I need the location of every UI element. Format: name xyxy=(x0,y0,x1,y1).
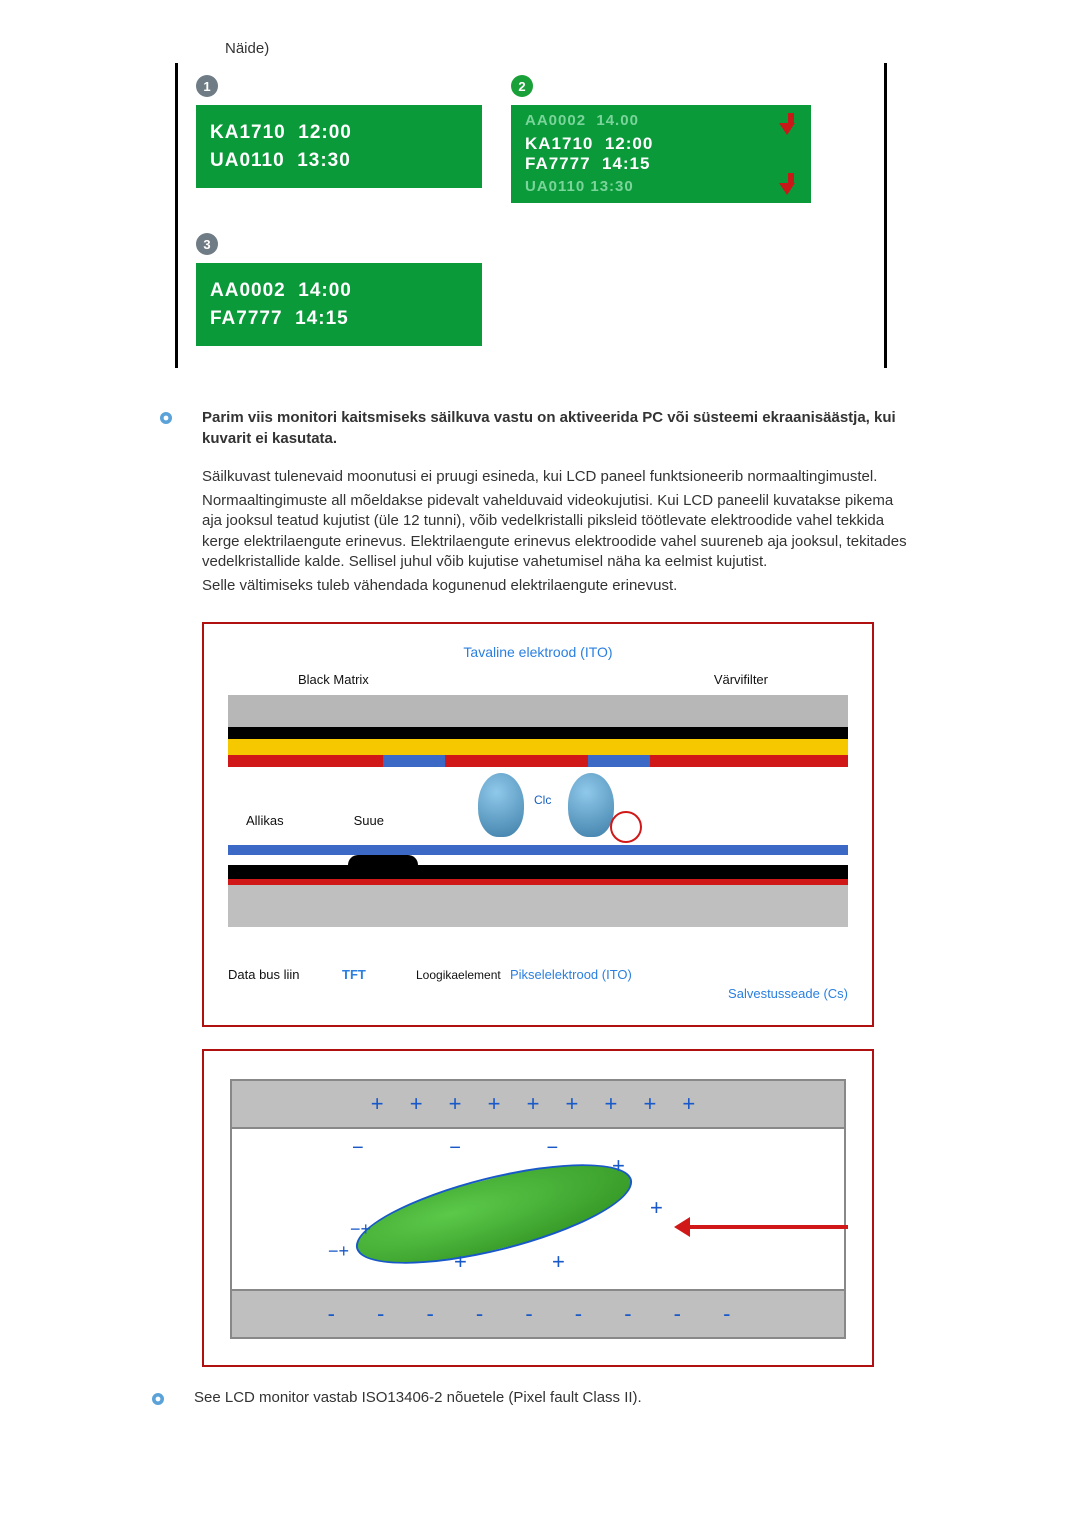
plus-sign: + xyxy=(454,1249,467,1275)
fig1-top-label: Tavaline elektrood (ITO) xyxy=(228,644,848,660)
arrow-up-icon xyxy=(779,113,803,135)
fig1-suue-label: Suue xyxy=(354,813,384,828)
liquid-crystal-icon xyxy=(568,773,614,837)
badge-2: 2 xyxy=(511,75,533,97)
minus-sign: −+ xyxy=(350,1219,371,1240)
lead-bullet: Parim viis monitori kaitsmiseks säilkuva… xyxy=(90,408,990,600)
fig1-clc-label: Clc xyxy=(534,793,551,807)
plus-sign: + xyxy=(552,1249,565,1275)
example-label: Näide) xyxy=(225,40,990,57)
fig1-pixelelec-label: Pikselelektrood (ITO) xyxy=(510,967,650,982)
bullet-icon xyxy=(158,410,182,426)
liquid-crystal-icon xyxy=(478,773,524,837)
highlight-circle-icon xyxy=(610,811,642,843)
example-cell-2: 2 AA0002 14.00 KA1710 12:00 FA7777 14:15… xyxy=(511,75,796,203)
fig1-storage-label: Salvestusseade (Cs) xyxy=(728,986,848,1001)
plates-gap: − − − + + + + −+ −+ xyxy=(230,1129,846,1289)
fig1-colorfilter-label: Värvifilter xyxy=(714,672,768,687)
fig1-allikas-label: Allikas xyxy=(246,813,284,828)
example-cell-1: 1 KA1710 12:00 UA0110 13:30 xyxy=(196,75,481,203)
body-text: Säilkuvast tulenevaid moonutusi ei pruug… xyxy=(202,467,910,597)
lead-text: Parim viis monitori kaitsmiseks säilkuva… xyxy=(202,408,910,449)
footer-bullet: See LCD monitor vastab ISO13406-2 nõuete… xyxy=(90,1389,990,1407)
body-p3: Selle vältimiseks tuleb vähendada kogune… xyxy=(202,576,910,596)
figure-lcd-crosssection: Tavaline elektrood (ITO) Black Matrix Vä… xyxy=(202,622,874,1027)
display-line: KA1710 12:00 xyxy=(525,134,771,154)
display-line: UA0110 13:30 xyxy=(210,147,470,175)
display-line: KA1710 12:00 xyxy=(210,119,470,147)
badge-3: 3 xyxy=(196,233,218,255)
minus-signs: − − − xyxy=(352,1137,598,1160)
display-ghost-line: AA0002 14.00 xyxy=(525,113,771,130)
scroll-arrows xyxy=(779,113,803,195)
direction-arrow-icon xyxy=(688,1225,848,1229)
body-p2: Normaaltingimuste all mõeldakse pidevalt… xyxy=(202,491,910,572)
display-ghost-line: UA0110 13:30 xyxy=(525,178,771,195)
fig1-blackmatrix-label: Black Matrix xyxy=(298,672,369,687)
display-box-2: AA0002 14.00 KA1710 12:00 FA7777 14:15 U… xyxy=(511,105,811,203)
example-cell-3: 3 AA0002 14:00 FA7777 14:15 xyxy=(196,233,481,346)
minus-sign: −+ xyxy=(328,1241,349,1262)
footer-text: See LCD monitor vastab ISO13406-2 nõuete… xyxy=(194,1389,990,1406)
fig1-tft-label: TFT xyxy=(342,967,412,982)
display-box-1: KA1710 12:00 UA0110 13:30 xyxy=(196,105,482,188)
fig1-loogika-label: Loogikaelement xyxy=(416,968,506,982)
bullet-icon xyxy=(150,1391,174,1407)
display-line: FA7777 14:15 xyxy=(210,305,470,333)
bottom-plate: - - - - - - - - - xyxy=(230,1289,846,1339)
badge-1: 1 xyxy=(196,75,218,97)
plus-sign: + xyxy=(650,1195,663,1221)
example-section: Näide) 1 KA1710 12:00 UA0110 13:30 2 xyxy=(175,40,990,368)
plus-sign: + xyxy=(612,1153,625,1179)
fig1-layers: Clc Allikas Suue xyxy=(228,695,848,955)
figure-charge-diagram: + + + + + + + + + − − − + + + + −+ −+ - … xyxy=(202,1049,874,1367)
display-line: AA0002 14:00 xyxy=(210,277,470,305)
fig1-databus-label: Data bus liin xyxy=(228,967,338,982)
body-p1: Säilkuvast tulenevaid moonutusi ei pruug… xyxy=(202,467,910,487)
arrow-down-icon xyxy=(779,173,803,195)
lc-ellipse-icon xyxy=(347,1144,640,1285)
fig1-bottom-labels: Data bus liin TFT Loogikaelement Piksele… xyxy=(228,967,848,982)
display-line: FA7777 14:15 xyxy=(525,154,771,174)
display-box-3: AA0002 14:00 FA7777 14:15 xyxy=(196,263,482,346)
example-frame: 1 KA1710 12:00 UA0110 13:30 2 AA0002 14.… xyxy=(175,63,887,368)
top-plate: + + + + + + + + + xyxy=(230,1079,846,1129)
